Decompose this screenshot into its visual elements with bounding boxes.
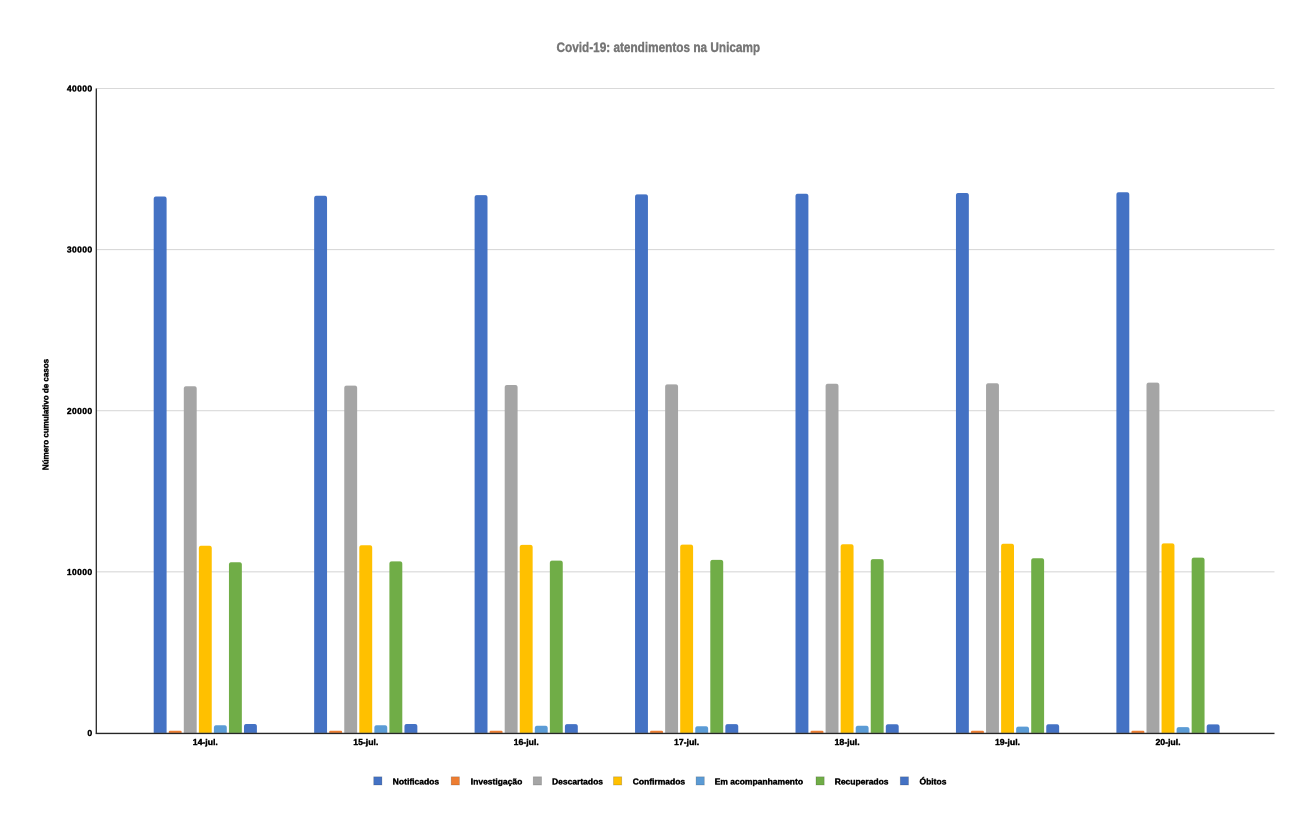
svg-text:0: 0 (87, 728, 92, 738)
svg-text:Investigação: Investigação (471, 776, 523, 786)
svg-text:14-jul.: 14-jul. (193, 737, 218, 747)
svg-text:Confirmados: Confirmados (633, 776, 686, 786)
svg-text:17-jul.: 17-jul. (674, 737, 699, 747)
svg-text:Número cumulativo de casos: Número cumulativo de casos (42, 358, 51, 470)
svg-text:19-jul.: 19-jul. (995, 737, 1020, 747)
svg-text:20000: 20000 (67, 406, 93, 416)
svg-text:20-jul.: 20-jul. (1155, 737, 1180, 747)
svg-text:Em acompanhamento: Em acompanhamento (715, 776, 803, 786)
svg-text:18-jul.: 18-jul. (835, 737, 860, 747)
svg-text:40000: 40000 (67, 84, 93, 94)
svg-text:10000: 10000 (67, 567, 93, 577)
svg-text:Notificados: Notificados (393, 776, 440, 786)
svg-text:Descartados: Descartados (552, 776, 603, 786)
svg-text:Óbitos: Óbitos (920, 775, 947, 786)
svg-text:Recuperados: Recuperados (835, 776, 889, 786)
svg-text:15-jul.: 15-jul. (353, 737, 378, 747)
svg-text:Covid-19: atendimentos na Unic: Covid-19: atendimentos na Unicamp (556, 39, 760, 55)
svg-text:30000: 30000 (67, 245, 93, 255)
svg-text:16-jul.: 16-jul. (514, 737, 539, 747)
